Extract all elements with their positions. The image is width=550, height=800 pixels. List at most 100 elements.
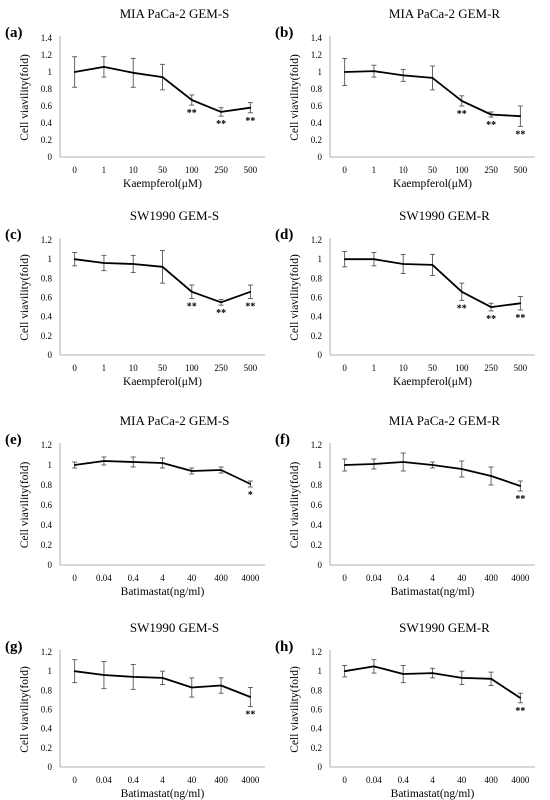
y-tick-label: 1.2	[41, 647, 52, 657]
x-tick-label: 250	[484, 165, 498, 175]
x-tick-label: 50	[158, 165, 168, 175]
x-tick-label: 400	[484, 573, 498, 583]
panel-label: (d)	[275, 227, 293, 243]
significance-marker: **	[457, 303, 467, 314]
chart-panel: SW1990 GEM-R (d) 0 0.2 0.4 0.6 0.8 1 1.2 0 1 10 50 10…	[275, 208, 535, 388]
x-tick-label: 500	[244, 363, 258, 373]
significance-marker: **	[245, 116, 255, 127]
y-tick-label: 0.2	[311, 743, 322, 753]
data-point	[490, 678, 492, 680]
data-point	[460, 677, 463, 679]
data-point	[402, 263, 405, 265]
data-point	[220, 684, 222, 687]
data-point	[519, 302, 522, 305]
data-point	[343, 464, 346, 466]
significance-marker: **	[486, 314, 496, 325]
y-tick-label: 0.8	[41, 273, 53, 283]
data-point	[73, 464, 76, 466]
x-tick-label: 0	[342, 363, 347, 373]
x-tick-label: 50	[428, 165, 438, 175]
data-point	[220, 469, 222, 471]
x-tick-label: 0	[342, 165, 347, 175]
significance-marker: **	[216, 308, 226, 319]
x-tick-label: 0	[72, 165, 77, 175]
x-tick-label: 500	[244, 165, 258, 175]
x-tick-label: 0.4	[128, 573, 140, 583]
x-tick-label: 4000	[511, 573, 530, 583]
data-point	[519, 485, 522, 487]
y-tick-label: 0.6	[41, 500, 53, 510]
panel-label: (a)	[5, 25, 23, 41]
significance-marker: **	[216, 119, 226, 130]
y-tick-label: 1	[48, 666, 53, 676]
data-point	[220, 111, 222, 113]
y-tick-label: 1	[318, 254, 323, 264]
data-point	[343, 71, 346, 73]
significance-marker: **	[245, 301, 255, 312]
y-tick-label: 0.4	[41, 118, 53, 128]
data-point	[431, 672, 434, 674]
x-tick-label: 0	[72, 573, 77, 583]
panel-label: (f)	[275, 432, 290, 448]
y-tick-label: 0.6	[311, 293, 323, 303]
panel-label: (h)	[275, 639, 293, 655]
chart-panel: SW1990 GEM-R (h) 0 0.2 0.4 0.6 0.8 1 1.2 0 0.04 0.4…	[275, 620, 535, 800]
y-tick-label: 0	[318, 152, 323, 162]
chart-title: SW1990 GEM-R	[399, 620, 490, 635]
y-tick-label: 0.6	[41, 705, 53, 715]
x-tick-label: 4	[160, 775, 165, 785]
data-point	[343, 258, 346, 260]
x-tick-label: 10	[399, 165, 409, 175]
y-axis-title: Cell viavility(fold)	[289, 254, 301, 341]
data-point	[402, 461, 405, 463]
y-tick-label: 0.8	[311, 84, 323, 94]
data-point	[519, 115, 522, 117]
data-point	[431, 77, 434, 79]
y-tick-label: 1.2	[41, 50, 52, 60]
data-point	[161, 677, 164, 679]
data-point	[190, 686, 193, 689]
y-axis-title: Cell viavility(fold)	[19, 666, 31, 753]
chart-title: MIA PaCa-2 GEM-R	[389, 6, 501, 21]
x-tick-label: 100	[455, 363, 469, 373]
significance-marker: **	[515, 494, 525, 505]
data-point	[519, 697, 522, 699]
x-tick-label: 40	[457, 573, 467, 583]
chart-panel: SW1990 GEM-S (c) 0 0.2 0.4 0.6 0.8 1 1.2 0 1 10 50 10…	[5, 208, 265, 388]
x-axis-title: Batimastat(ng/ml)	[391, 788, 475, 800]
data-point	[490, 475, 492, 477]
data-point	[190, 290, 193, 293]
y-tick-label: 0.2	[311, 331, 322, 341]
data-point	[103, 674, 105, 676]
chart-title: MIA PaCa-2 GEM-S	[120, 6, 230, 21]
significance-marker: **	[486, 120, 496, 131]
data-point	[249, 696, 252, 698]
y-tick-label: 0.4	[311, 312, 323, 322]
x-tick-label: 4000	[241, 573, 260, 583]
significance-marker: **	[515, 129, 525, 140]
x-axis-title: Kaempferol(μM)	[123, 178, 202, 190]
x-axis-title: Batimastat(ng/ml)	[391, 586, 475, 598]
y-tick-label: 1	[318, 460, 323, 470]
x-tick-label: 10	[129, 363, 139, 373]
x-axis-title: Kaempferol(μM)	[393, 178, 472, 190]
y-tick-label: 0.4	[311, 520, 323, 530]
data-point	[132, 72, 135, 74]
chart-panel: SW1990 GEM-S (g) 0 0.2 0.4 0.6 0.8 1 1.2 0 0.04 0.4…	[5, 620, 265, 800]
panel-label: (b)	[275, 25, 293, 41]
y-tick-label: 0.8	[311, 480, 323, 490]
data-point	[161, 462, 164, 464]
y-tick-label: 0	[48, 350, 53, 360]
y-tick-label: 1.4	[41, 33, 53, 43]
y-tick-label: 1.2	[311, 647, 322, 657]
data-point	[249, 106, 252, 109]
data-point	[373, 258, 375, 260]
x-tick-label: 4	[430, 573, 435, 583]
x-tick-label: 400	[484, 775, 498, 785]
data-point	[73, 71, 76, 73]
x-axis-title: Batimastat(ng/ml)	[121, 586, 205, 598]
panel-label: (c)	[5, 227, 22, 243]
chart-title: MIA PaCa-2 GEM-S	[120, 413, 230, 428]
chart-panel: MIA PaCa-2 GEM-S (e) 0 0.2 0.4 0.6 0.8 1 1.2 0 0.0…	[5, 413, 265, 598]
data-point	[132, 676, 135, 678]
